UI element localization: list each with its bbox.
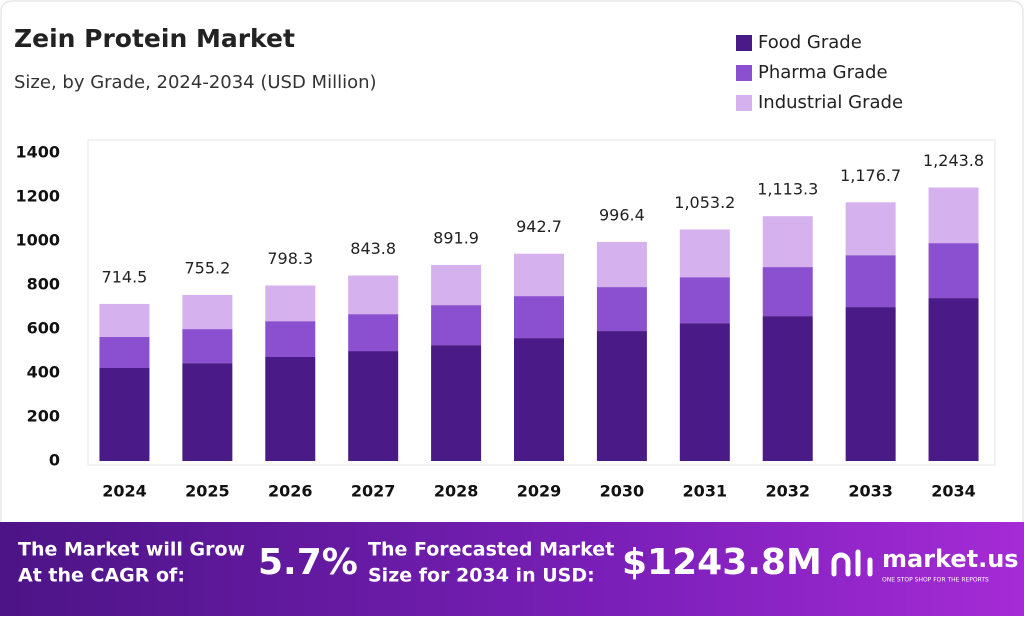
- bar-segment: [514, 338, 564, 461]
- bar-segment: [265, 357, 316, 461]
- y-tick-label: 1200: [15, 187, 60, 206]
- footer-text: The Market will Grow: [18, 539, 245, 561]
- footer-text: Size for 2034 in USD:: [368, 565, 595, 587]
- total-label: 843.8: [350, 239, 396, 258]
- x-tick-label: 2029: [517, 482, 562, 501]
- brand-logo: [831, 549, 873, 577]
- total-label: 1,243.8: [923, 151, 984, 170]
- y-tick-label: 400: [27, 363, 60, 382]
- legend-label: Pharma Grade: [758, 62, 888, 83]
- chart-subtitle: Size, by Grade, 2024-2034 (USD Million): [14, 72, 377, 93]
- footer-forecast: $1243.8M: [622, 542, 822, 583]
- bar-segment: [514, 253, 564, 297]
- y-tick-label: 200: [27, 407, 60, 426]
- bar-segment: [348, 351, 399, 461]
- brand-tagline: ONE STOP SHOP FOR THE REPORTS: [882, 577, 989, 584]
- y-tick-label: 600: [27, 319, 60, 338]
- bar-segment: [182, 294, 233, 330]
- x-tick-label: 2031: [683, 482, 728, 501]
- bar-segment: [431, 345, 482, 461]
- bar-segment: [348, 314, 399, 352]
- bar-segment: [265, 285, 316, 322]
- x-tick-label: 2033: [848, 482, 893, 501]
- total-label: 996.4: [599, 205, 645, 224]
- bar-segment: [182, 329, 233, 364]
- plot-box: [87, 139, 996, 466]
- legend-swatch: [736, 65, 752, 81]
- bar-segment: [762, 316, 813, 461]
- y-tick-label: 0: [49, 451, 60, 470]
- bar-segment: [431, 305, 482, 346]
- total-label: 1,113.3: [757, 180, 818, 199]
- total-label: 891.9: [433, 228, 479, 247]
- x-tick-label: 2034: [931, 482, 976, 501]
- bar-segment: [845, 202, 896, 256]
- x-tick-label: 2024: [102, 482, 147, 501]
- legend-swatch: [736, 35, 752, 51]
- total-label: 942.7: [516, 217, 562, 236]
- bar-segment: [265, 321, 316, 358]
- x-tick-label: 2027: [351, 482, 396, 501]
- bar-segment: [348, 275, 399, 315]
- footer-text: At the CAGR of:: [18, 565, 185, 587]
- footer-text: The Forecasted Market: [368, 539, 614, 561]
- bar-segment: [182, 363, 233, 461]
- bar-segment: [928, 298, 979, 461]
- x-tick-label: 2028: [434, 482, 479, 501]
- total-label: 714.5: [102, 267, 148, 286]
- x-tick-label: 2025: [185, 482, 230, 501]
- bar-segment: [431, 264, 482, 306]
- footer-banner: [0, 522, 1024, 616]
- x-tick-label: 2030: [600, 482, 645, 501]
- y-tick-label: 1000: [15, 231, 60, 250]
- bar-segment: [845, 255, 896, 308]
- legend-label: Food Grade: [758, 32, 862, 53]
- bar-segment: [679, 323, 730, 461]
- total-label: 1,053.2: [674, 193, 735, 212]
- bar-segment: [99, 367, 150, 461]
- y-tick-label: 800: [27, 275, 60, 294]
- total-label: 755.2: [184, 258, 230, 277]
- x-tick-label: 2026: [268, 482, 313, 501]
- brand-name: market.us: [882, 545, 1019, 573]
- bar-segment: [928, 243, 979, 299]
- legend-label: Industrial Grade: [758, 92, 903, 113]
- footer-cagr: 5.7%: [258, 542, 358, 583]
- y-tick-label: 1400: [15, 143, 60, 162]
- bar-segment: [596, 331, 647, 461]
- bar-segment: [514, 296, 564, 339]
- chart-title: Zein Protein Market: [14, 24, 295, 53]
- x-tick-label: 2032: [765, 482, 810, 501]
- bar-segment: [928, 187, 979, 244]
- bar-segment: [762, 267, 813, 317]
- bar-segment: [596, 241, 647, 288]
- total-label: 798.3: [267, 249, 313, 268]
- bar-segment: [679, 229, 730, 278]
- bar-segment: [762, 216, 813, 268]
- bar-segment: [679, 277, 730, 324]
- total-label: 1,176.7: [840, 166, 901, 185]
- bar-segment: [99, 336, 150, 368]
- legend-swatch: [736, 95, 752, 111]
- bar-segment: [99, 303, 150, 337]
- bar-segment: [596, 287, 647, 332]
- bar-segment: [845, 307, 896, 461]
